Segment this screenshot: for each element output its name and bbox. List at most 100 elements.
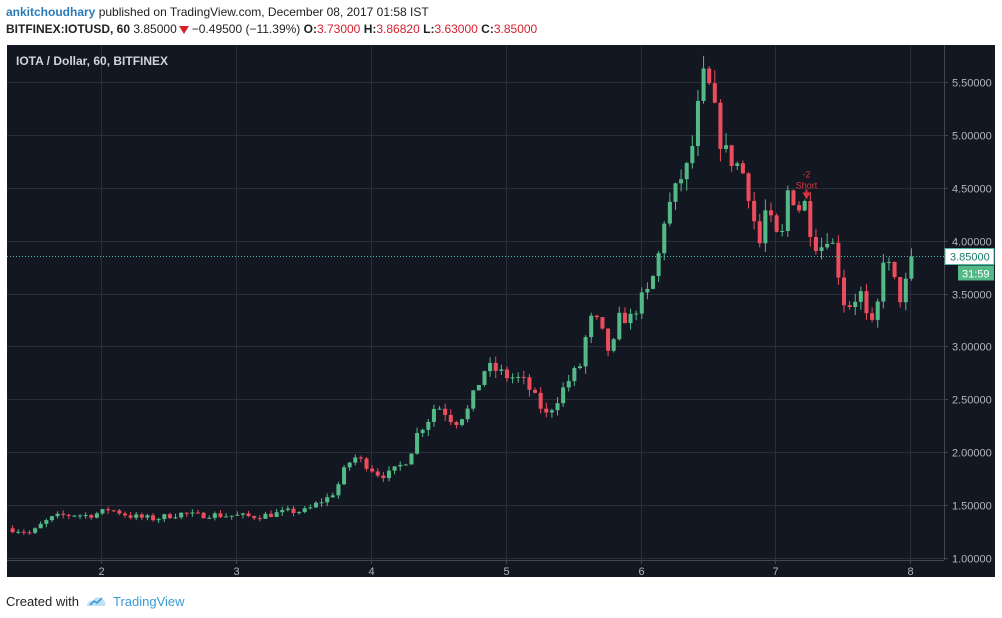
candle-up: [179, 512, 184, 518]
candle-down: [813, 237, 818, 251]
candle-up: [336, 484, 341, 496]
open-value: 3.73000: [316, 22, 361, 36]
open-label: O:: [303, 22, 317, 36]
x-tick-label: 5: [503, 566, 509, 578]
candle-up: [572, 368, 577, 382]
y-tick-label: 1.50000: [952, 501, 992, 513]
candle-down: [538, 392, 543, 409]
time-scale[interactable]: [7, 560, 995, 577]
candle-up: [886, 261, 891, 263]
last-price-tag: [944, 247, 995, 265]
candle-up: [100, 509, 105, 514]
candle-up: [325, 497, 330, 503]
candle-up: [611, 339, 616, 351]
candle-up: [667, 201, 672, 224]
candle-up: [72, 515, 77, 517]
candle-up: [156, 519, 161, 521]
candle-up: [415, 433, 420, 454]
candle-up: [819, 247, 824, 251]
candle-down: [151, 515, 156, 521]
candle-up: [190, 512, 195, 514]
candle-up: [639, 292, 644, 314]
candle-down: [544, 408, 549, 413]
candle-down: [454, 422, 459, 425]
candle-up: [628, 313, 633, 324]
candle-down: [870, 313, 875, 320]
candle-down: [836, 242, 841, 278]
candle-up: [437, 408, 442, 410]
candle-up: [881, 262, 886, 302]
author-link[interactable]: ankitchoudhary: [6, 5, 96, 19]
candle-up: [403, 464, 408, 466]
candle-up: [875, 301, 880, 320]
candle-up: [561, 387, 566, 404]
x-tick-label: 3: [233, 566, 239, 578]
candle-up: [909, 256, 914, 279]
candle-up: [617, 312, 622, 340]
candle-up: [589, 315, 594, 338]
created-with-text: Created with: [6, 593, 79, 609]
tradingview-brand: TradingView: [112, 593, 185, 609]
symbol-interval: BITFINEX:IOTUSD, 60: [6, 22, 131, 36]
y-tick-label: 5.00000: [952, 131, 992, 143]
plot-area[interactable]: [7, 45, 944, 560]
candle-up: [583, 337, 588, 367]
low-value: 3.63000: [434, 22, 478, 36]
published-text: published on TradingView.com, December 0…: [98, 5, 429, 19]
candle-up: [488, 362, 493, 372]
tradingview-link[interactable]: TradingView: [85, 594, 185, 609]
candle-up: [662, 223, 667, 254]
candle-down: [864, 291, 869, 314]
low-label: L:: [423, 22, 435, 36]
candle-up: [825, 243, 830, 248]
close-label: C:: [481, 22, 494, 36]
candle-up: [650, 276, 656, 289]
countdown-label: 31:59: [962, 268, 990, 280]
candle-down: [752, 200, 757, 222]
x-tick-label: 7: [772, 566, 778, 578]
y-tick-label: 3.00000: [952, 342, 992, 354]
candle-up: [319, 502, 324, 504]
candle-down: [122, 513, 127, 516]
candle-up: [684, 163, 689, 180]
candle-up: [471, 390, 476, 409]
candle-up: [353, 457, 358, 463]
candle-up: [476, 384, 481, 391]
candle-up: [549, 410, 554, 413]
candle-down: [201, 512, 206, 519]
candle-up: [673, 183, 678, 202]
candle-up: [347, 462, 352, 468]
footer: Created with TradingView: [6, 590, 185, 612]
candle-up: [330, 495, 335, 498]
candle-up: [634, 313, 639, 315]
candle-down: [808, 201, 813, 238]
candle-up: [313, 502, 318, 508]
candle-up: [516, 376, 521, 378]
candle-up: [134, 514, 139, 518]
candle-down: [246, 513, 251, 517]
candle-up: [44, 520, 49, 524]
candle-up: [853, 301, 858, 308]
candle-down: [291, 508, 296, 514]
y-tick-label: 4.00000: [952, 237, 992, 249]
candle-up: [398, 464, 403, 467]
candle-up: [212, 513, 217, 518]
candle-down: [729, 145, 734, 166]
candle-up: [49, 516, 54, 521]
candle-down: [791, 190, 796, 206]
chart-container[interactable]: -2 Short IOTA / Dollar, 60, BITFINEX 1.00…: [6, 44, 996, 578]
candle-down: [594, 315, 599, 318]
candle-up: [342, 467, 347, 485]
candle-down: [527, 377, 532, 390]
price-scale[interactable]: [944, 45, 995, 560]
candle-down: [128, 515, 133, 518]
candle-down: [269, 513, 274, 517]
candle-down: [257, 518, 262, 520]
candle-down: [167, 514, 172, 519]
high-label: H:: [363, 22, 377, 36]
candle-up: [735, 163, 740, 166]
x-tick-label: 2: [98, 566, 104, 578]
candle-down: [606, 328, 611, 351]
candle-up: [780, 231, 785, 233]
